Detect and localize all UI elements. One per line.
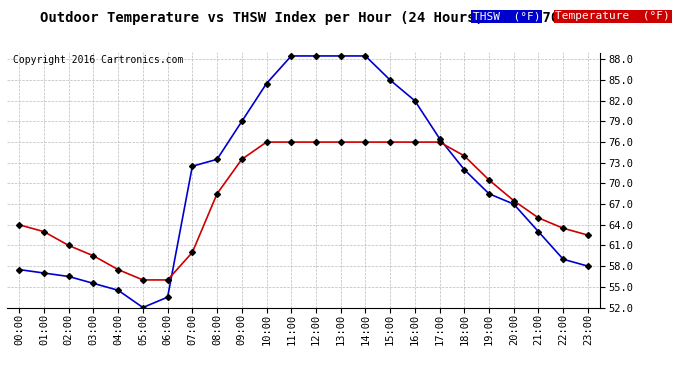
Text: Copyright 2016 Cartronics.com: Copyright 2016 Cartronics.com [13, 55, 184, 65]
Text: Outdoor Temperature vs THSW Index per Hour (24 Hours)  20160703: Outdoor Temperature vs THSW Index per Ho… [40, 11, 567, 25]
Text: Temperature  (°F): Temperature (°F) [555, 11, 670, 21]
Text: THSW  (°F): THSW (°F) [473, 11, 540, 21]
